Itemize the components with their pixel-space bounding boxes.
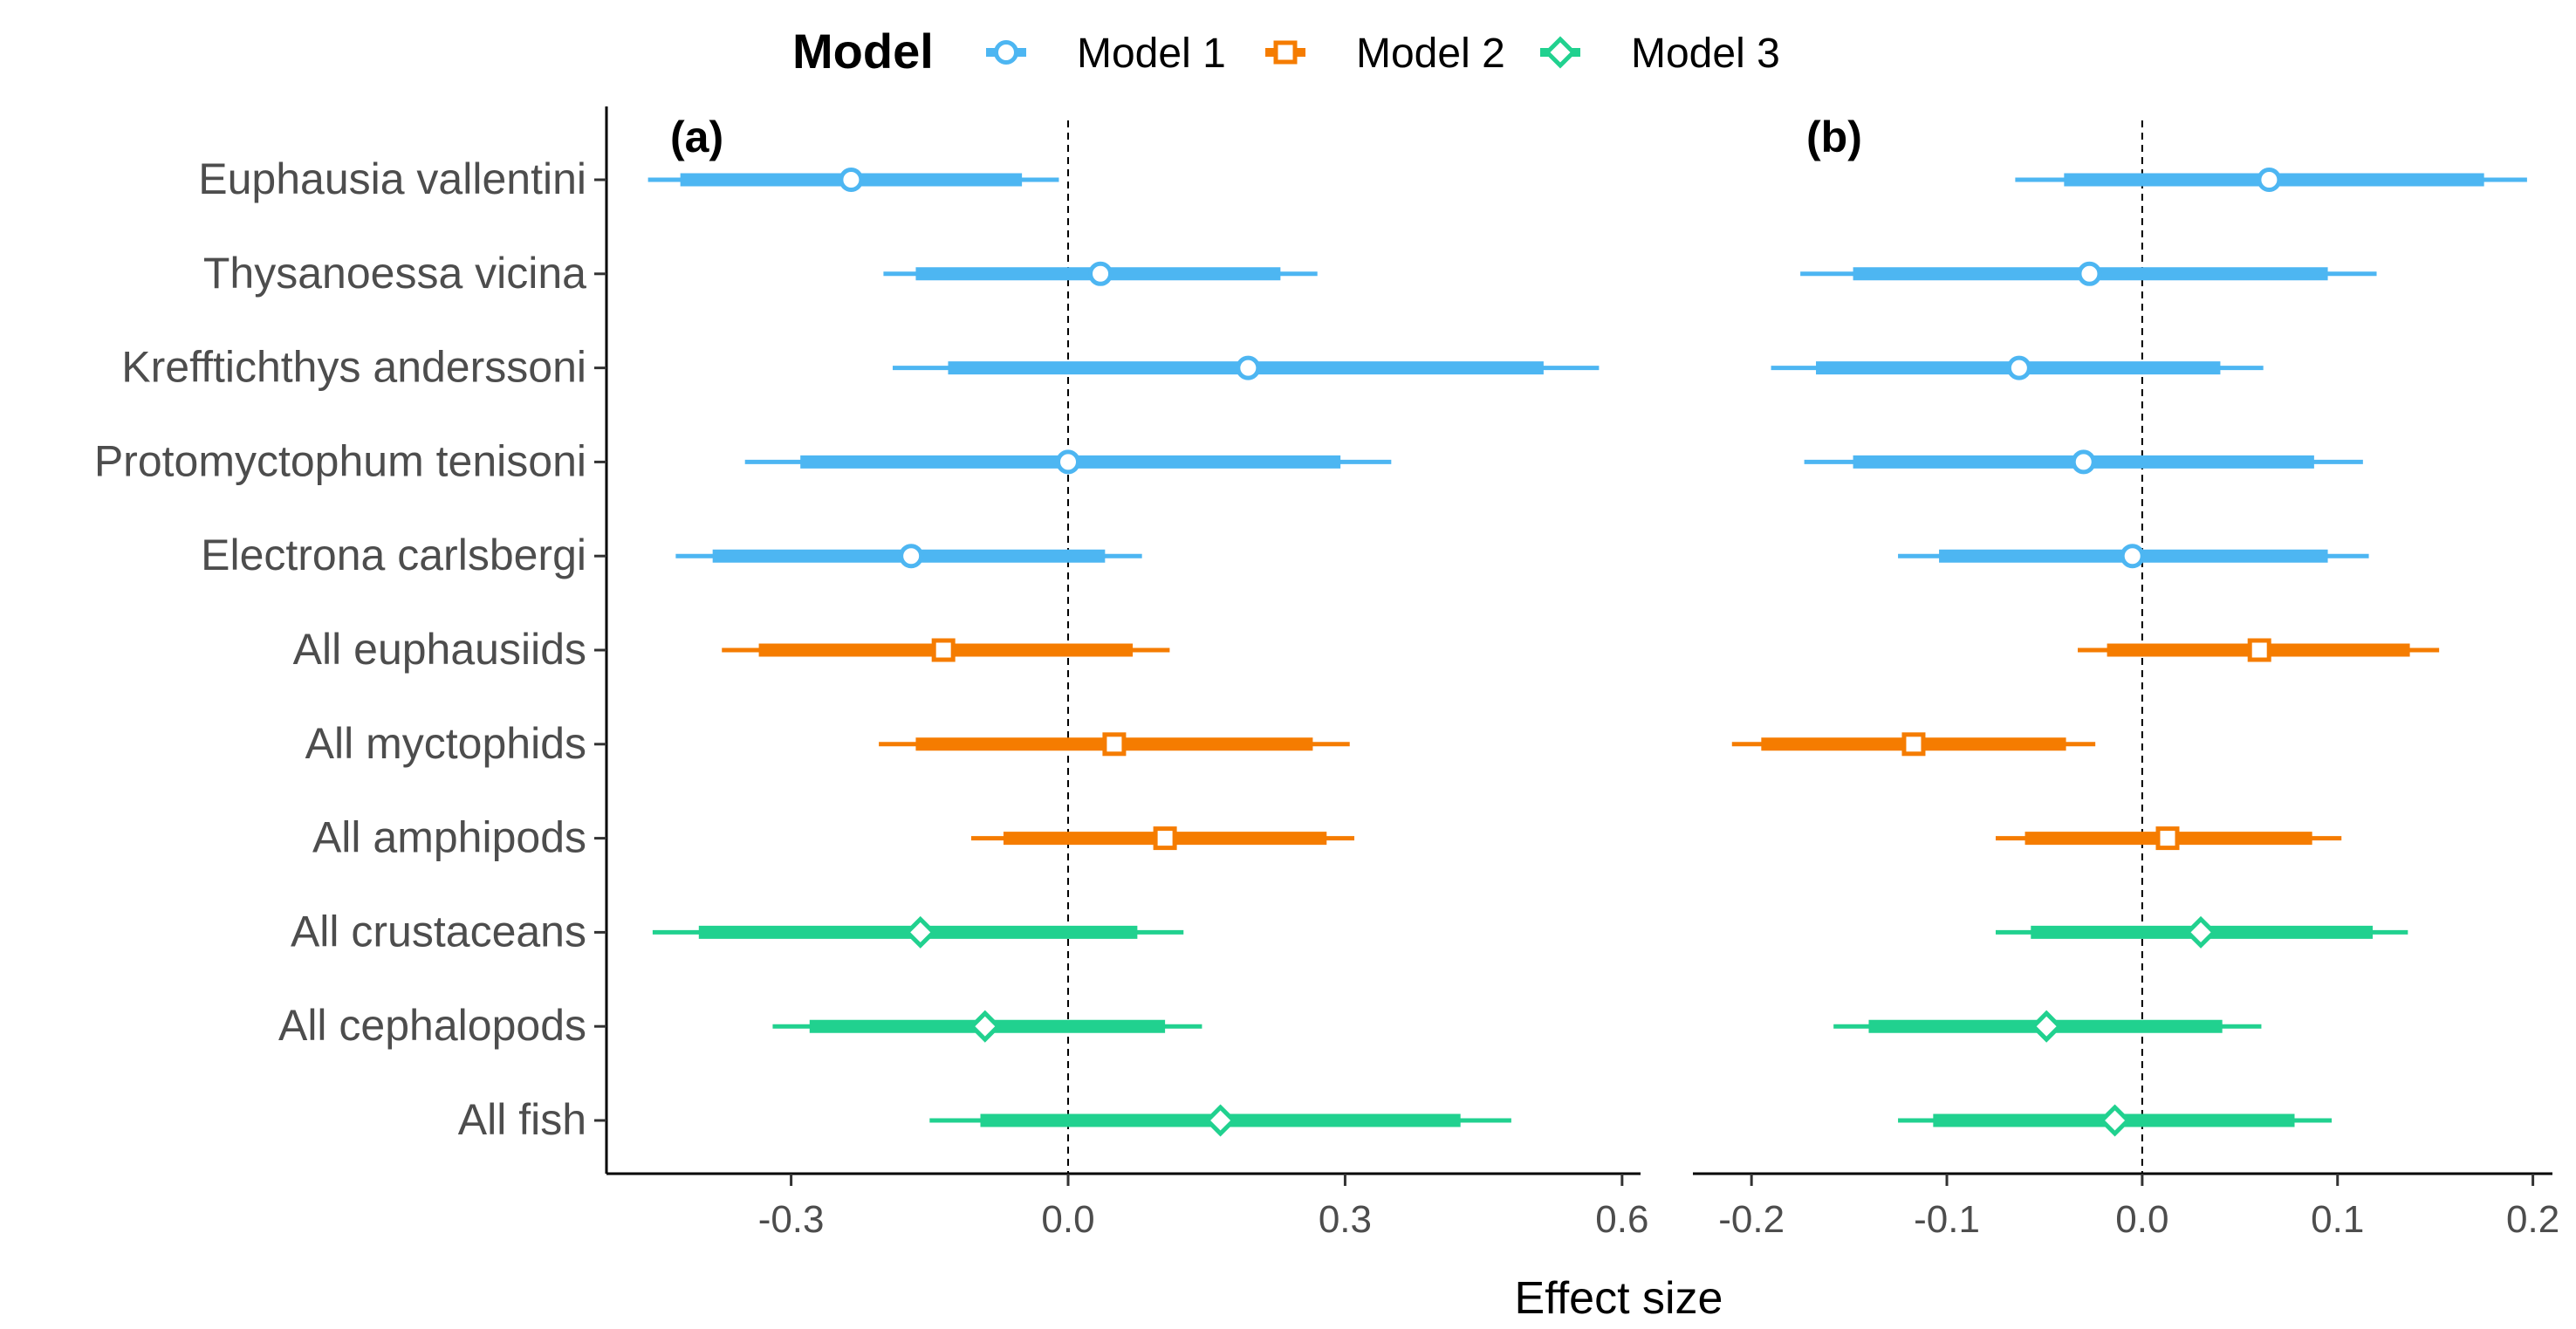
interval-row xyxy=(1995,826,2342,851)
interval-row xyxy=(970,826,1355,851)
y-tick-label: Electrona carlsbergi xyxy=(201,531,586,579)
interval-row xyxy=(2015,168,2527,192)
panel-a: -0.3 0.0 0.3 0.6 (a) xyxy=(605,106,1648,1241)
point-estimate xyxy=(2030,1010,2063,1043)
interval-row xyxy=(1771,355,2264,380)
legend-title: Model xyxy=(792,24,934,79)
interval-row xyxy=(1995,915,2408,949)
interval-row xyxy=(892,355,1600,380)
x-tick-label: 0.6 xyxy=(1595,1198,1648,1241)
legend-label: Model 2 xyxy=(1356,31,1505,77)
point-estimate xyxy=(2184,915,2217,949)
y-tick-label: All myctophids xyxy=(305,719,586,768)
interval-row xyxy=(1804,449,2363,475)
interval-row xyxy=(722,638,1170,662)
point-estimate xyxy=(931,638,956,662)
point-estimate xyxy=(2155,826,2180,851)
y-tick-label: All fish xyxy=(458,1095,586,1144)
legend-items: Model 1 Model 2 Model 3 xyxy=(986,31,1780,77)
interval-row xyxy=(744,449,1392,475)
legend-circle-icon xyxy=(994,40,1018,65)
point-estimate xyxy=(2006,355,2031,380)
legend-item-model-2: Model 2 xyxy=(1265,31,1505,77)
legend-item-model-3: Model 3 xyxy=(1540,31,1780,77)
x-tick-label: -0.2 xyxy=(1718,1198,1785,1241)
legend-label: Model 3 xyxy=(1631,31,1780,77)
interval-row xyxy=(1833,1010,2262,1043)
point-estimate xyxy=(2071,449,2096,475)
x-tick-label: 0.2 xyxy=(2506,1198,2559,1241)
y-tick-label: Protomyctophum tenisoni xyxy=(94,436,586,485)
interval-row xyxy=(647,168,1059,192)
interval-row xyxy=(1898,1104,2333,1137)
x-tick-label: 0.3 xyxy=(1319,1198,1372,1241)
panels: -0.3 0.0 0.3 0.6 (a) -0.2 -0.1 0.0 0.1 0.2 (b) Euph… xyxy=(94,106,2559,1241)
legend-square-icon xyxy=(1273,40,1298,65)
point-estimate xyxy=(839,168,864,192)
interval-row xyxy=(929,1104,1511,1137)
y-tick-label: Krefftichthys anderssoni xyxy=(121,343,586,392)
legend-label: Model 1 xyxy=(1077,31,1226,77)
point-estimate xyxy=(2247,638,2271,662)
point-estimate xyxy=(1901,732,1926,757)
interval-row xyxy=(2078,638,2440,662)
point-estimate xyxy=(904,915,937,949)
point-estimate xyxy=(2120,544,2145,569)
interval-row xyxy=(772,1010,1202,1043)
point-estimate xyxy=(899,544,924,569)
x-tick-label: -0.1 xyxy=(1914,1198,1980,1241)
point-estimate xyxy=(969,1010,1002,1043)
legend-diamond-icon xyxy=(1544,36,1577,69)
point-estimate xyxy=(1236,355,1261,380)
y-tick-label: Thysanoessa vicina xyxy=(203,249,586,298)
panel-b: -0.2 -0.1 0.0 0.1 0.2 (b) xyxy=(1693,113,2559,1241)
x-tick-label: 0.0 xyxy=(1041,1198,1094,1241)
legend: Model Model 1 Model 2 Model 3 xyxy=(792,24,1780,79)
point-estimate xyxy=(2077,261,2102,286)
y-axis-labels: Euphausia vallentini Thysanoessa vicina Kr… xyxy=(94,154,606,1144)
point-estimate xyxy=(1153,826,1177,851)
y-tick-label: All crustaceans xyxy=(291,907,586,956)
point-estimate xyxy=(2257,168,2282,192)
y-tick-label: Euphausia vallentini xyxy=(198,154,586,203)
interval-row xyxy=(1800,261,2377,286)
legend-item-model-1: Model 1 xyxy=(986,31,1226,77)
panel-label: (b) xyxy=(1806,113,1862,161)
point-estimate xyxy=(2099,1104,2132,1137)
y-tick-label: All amphipods xyxy=(312,813,586,862)
point-estimate xyxy=(1056,449,1081,475)
x-axis-title: Effect size xyxy=(1515,1273,1723,1324)
y-tick-label: All cephalopods xyxy=(278,1001,586,1050)
point-estimate xyxy=(1204,1104,1237,1137)
x-tick-label: 0.1 xyxy=(2311,1198,2364,1241)
interval-row xyxy=(1898,544,2369,569)
x-tick-label: -0.3 xyxy=(758,1198,825,1241)
panel-label: (a) xyxy=(670,113,723,161)
point-estimate xyxy=(1102,732,1127,757)
interval-row xyxy=(883,261,1318,286)
interval-row xyxy=(652,915,1184,949)
interval-row xyxy=(675,544,1142,569)
interval-row xyxy=(879,732,1350,757)
interval-row xyxy=(1731,732,2096,757)
y-tick-label: All euphausiids xyxy=(293,625,586,674)
x-tick-label: 0.0 xyxy=(2115,1198,2168,1241)
point-estimate xyxy=(1088,261,1113,286)
